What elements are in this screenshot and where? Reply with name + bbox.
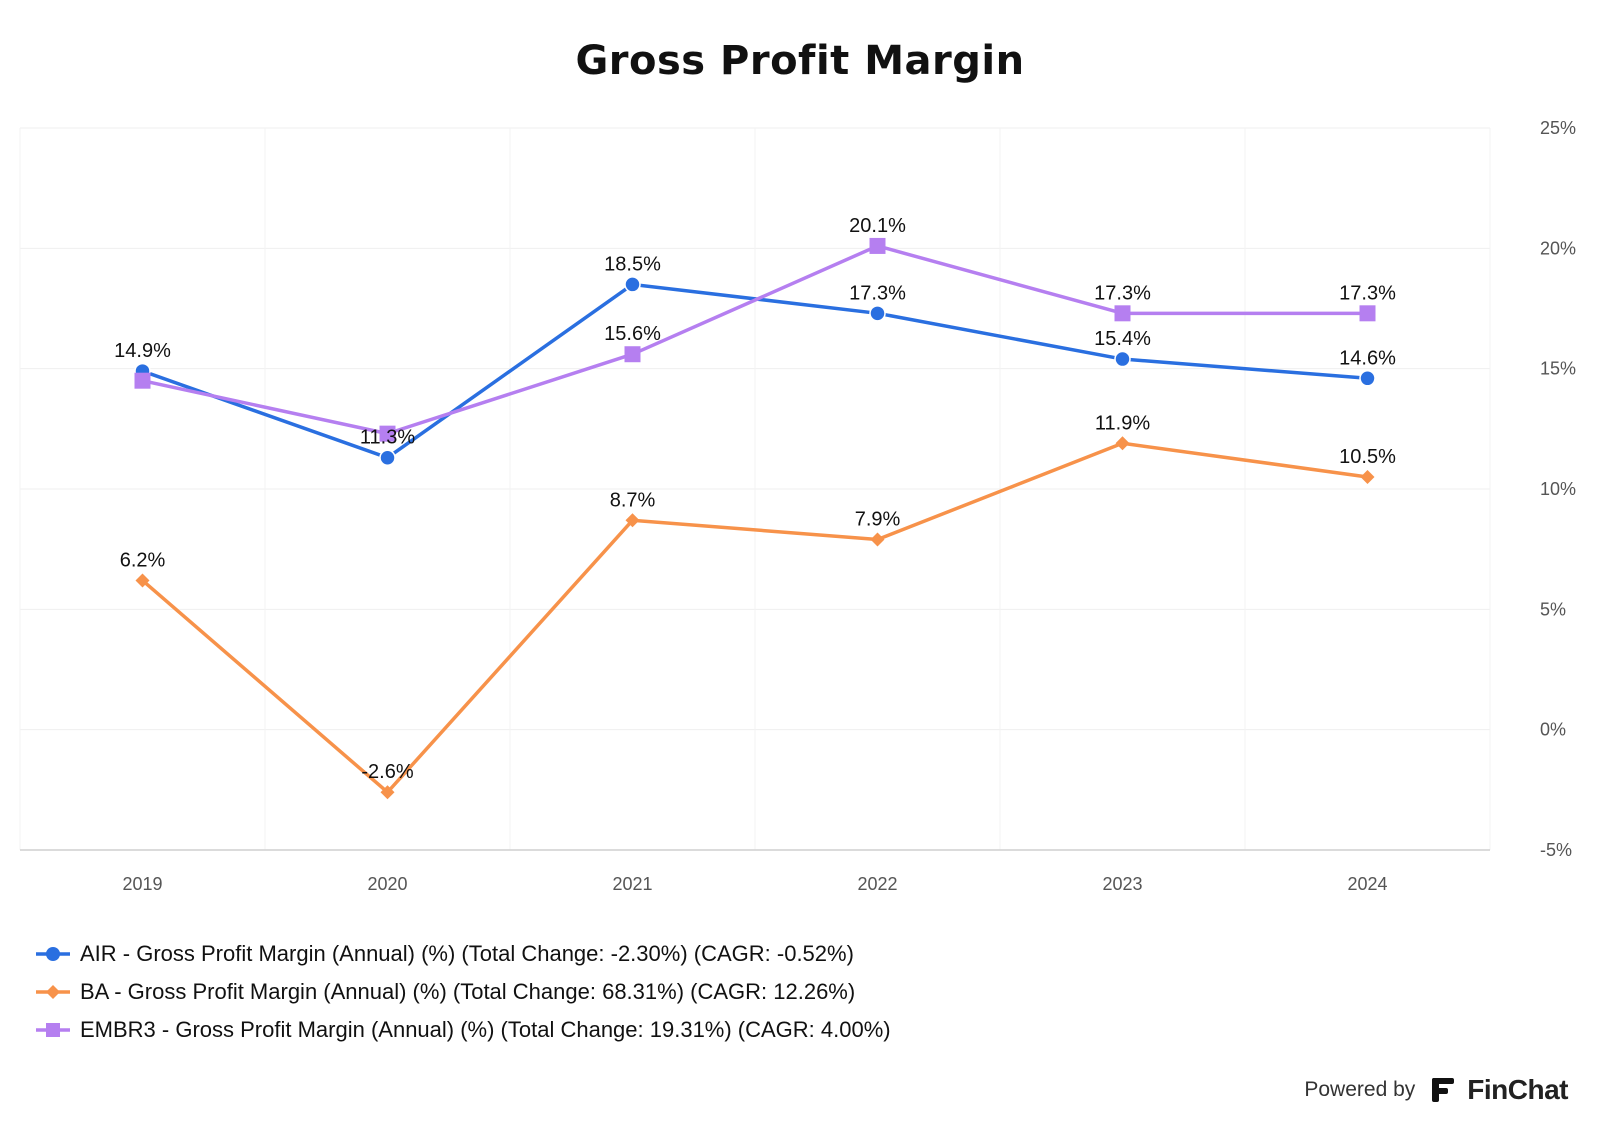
powered-by-text: Powered by xyxy=(1304,1078,1416,1101)
legend-swatch-icon xyxy=(36,985,70,999)
data-point-square xyxy=(134,372,151,389)
legend-swatch-marker xyxy=(46,1023,60,1037)
series-line xyxy=(142,244,1368,436)
data-label: 17.3% xyxy=(849,282,906,304)
grid-lines xyxy=(19,127,1491,851)
data-label: 11.9% xyxy=(1095,412,1150,434)
y-tick-label: 20% xyxy=(1540,238,1576,258)
data-point-diamond xyxy=(870,532,885,547)
data-label: 10.5% xyxy=(1339,446,1396,468)
legend-label: AIR - Gross Profit Margin (Annual) (%) (… xyxy=(80,941,854,966)
data-point-square xyxy=(1114,305,1131,322)
finchat-brand-name: FinChat xyxy=(1467,1074,1568,1105)
legend-swatch-marker xyxy=(46,947,60,961)
y-tick-label: 25% xyxy=(1540,118,1576,138)
data-point-diamond xyxy=(1360,469,1375,484)
legend-label: EMBR3 - Gross Profit Margin (Annual) (%)… xyxy=(80,1017,891,1042)
data-point-diamond xyxy=(135,573,150,588)
x-tick-label: 2020 xyxy=(367,874,407,894)
data-point-square xyxy=(624,346,641,363)
data-point-diamond xyxy=(625,513,640,528)
data-label: 6.2% xyxy=(120,549,166,571)
data-label: 11.3% xyxy=(360,427,415,449)
y-tick-label: 15% xyxy=(1540,359,1576,379)
y-tick-label: 10% xyxy=(1540,479,1576,499)
legend-item[interactable]: AIR - Gross Profit Margin (Annual) (%) (… xyxy=(36,935,891,973)
data-point-circle xyxy=(869,305,886,322)
legend-item[interactable]: BA - Gross Profit Margin (Annual) (%) (T… xyxy=(36,973,891,1011)
data-label: 8.7% xyxy=(610,489,656,511)
y-tick-label: 0% xyxy=(1540,720,1566,740)
data-point-square xyxy=(869,237,886,254)
data-point-square xyxy=(1359,305,1376,322)
data-point-square xyxy=(379,425,396,442)
data-point-diamond xyxy=(380,785,395,800)
data-point-diamond xyxy=(1115,436,1130,451)
y-tick-label: -5% xyxy=(1540,840,1572,860)
series-lines xyxy=(134,237,1376,800)
data-label: 17.3% xyxy=(1339,282,1396,304)
data-point-circle xyxy=(1359,370,1376,387)
data-label: 20.1% xyxy=(849,215,906,237)
chart-title: Gross Profit Margin xyxy=(575,38,1025,84)
data-label: 18.5% xyxy=(604,253,661,275)
data-label: 15.4% xyxy=(1094,328,1151,350)
data-label: 15.6% xyxy=(604,323,661,345)
legend-swatch-icon xyxy=(36,947,70,961)
x-tick-label: 2019 xyxy=(122,874,162,894)
data-labels: 14.9% 11.3% 18.5% 17.3% 15.4% 14.6% 6.2% -2.6% 8… xyxy=(114,215,1396,783)
data-label: 7.9% xyxy=(855,509,901,531)
x-tick-label: 2022 xyxy=(857,874,897,894)
data-label: 17.3% xyxy=(1094,282,1151,304)
data-point-circle xyxy=(379,449,396,466)
finchat-logo-icon xyxy=(1432,1078,1455,1102)
x-tick-label: 2024 xyxy=(1347,874,1387,894)
x-tick-label: 2023 xyxy=(1102,874,1142,894)
axes: -5% 0% 5% 10% 15% 20% 25% 2019 2020 2021 2022 2023 2… xyxy=(20,118,1576,894)
footer-branding: Powered by FinChat xyxy=(1304,1074,1568,1106)
legend-label: BA - Gross Profit Margin (Annual) (%) (T… xyxy=(80,979,856,1004)
data-point-circle xyxy=(624,276,641,293)
data-point-circle xyxy=(1114,350,1131,368)
line-chart: -5% 0% 5% 10% 15% 20% 25% 2019 2020 2021 2022 2023 2… xyxy=(19,118,1576,894)
data-label: -2.6% xyxy=(361,761,413,783)
data-label: 14.6% xyxy=(1339,347,1396,369)
y-tick-label: 5% xyxy=(1540,599,1566,619)
legend-item[interactable]: EMBR3 - Gross Profit Margin (Annual) (%)… xyxy=(36,1011,891,1049)
data-label: 14.9% xyxy=(114,340,171,362)
series-line xyxy=(141,441,1368,794)
legend-swatch-marker xyxy=(46,985,60,999)
x-tick-label: 2021 xyxy=(612,874,652,894)
legend: AIR - Gross Profit Margin (Annual) (%) (… xyxy=(36,935,891,1049)
legend-swatch-icon xyxy=(36,1023,70,1037)
